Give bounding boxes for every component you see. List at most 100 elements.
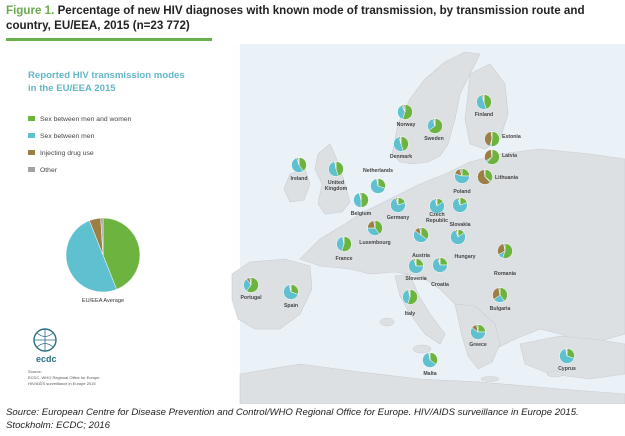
country-lithuania-slice-other (483, 169, 486, 178)
country-bulgaria-label: Bulgaria (490, 306, 511, 312)
country-norway-slice-other (402, 104, 406, 113)
country-hungary-slice-other (456, 229, 459, 238)
average-pie (65, 217, 141, 293)
country-romania-pie (497, 243, 513, 259)
country-italy-label: Italy (405, 311, 415, 317)
country-poland-pie (454, 168, 470, 184)
country-united-kingdom-label: United Kingdom (325, 180, 348, 192)
country-luxembourg-slice-other (373, 220, 376, 229)
country-estonia-slice-other (490, 131, 493, 140)
country-finland-slice-other (482, 94, 485, 103)
country-denmark-slice-sex-between-men (393, 136, 404, 152)
country-denmark-slice-sex-between-men-and-women (400, 136, 409, 152)
logo-source-line-3: HIV/AIDS surveillance in Europe 2015 (28, 381, 96, 386)
country-sweden-slice-sex-between-men-and-women (428, 118, 443, 134)
country-spain-slice-other (289, 284, 292, 293)
country-czech-republic-pie (429, 198, 445, 214)
country-ireland-pie (291, 157, 307, 173)
country-portugal-slice-sex-between-men-and-women (246, 277, 259, 293)
country-germany-slice-sex-between-men (390, 197, 406, 213)
country-poland-slice-other (459, 168, 463, 177)
logo-source-line-2: ECDC, WHO Regional Office for Europe. (28, 375, 101, 380)
country-czech-republic-slice-other (435, 198, 438, 207)
country-france-label: France (335, 256, 352, 262)
country-belgium-label: Belgium (351, 211, 372, 217)
country-sweden-label: Sweden (424, 136, 444, 142)
country-croatia-pie (432, 257, 448, 273)
eu-eea-average-slice-other (100, 217, 104, 256)
country-spain-label: Spain (284, 303, 298, 309)
country-portugal-label: Portugal (240, 295, 262, 301)
country-austria-slice-sex-between-men (413, 230, 428, 243)
logo-grid-icon (34, 329, 56, 351)
country-greece-pie (470, 324, 486, 340)
country-netherlands-label: Netherlands (363, 168, 393, 174)
land-iberia (231, 258, 313, 330)
country-netherlands-slice-other (376, 178, 379, 187)
legend: Sex between men and women Sex between men… (28, 116, 132, 174)
country-poland-slice-sex-between-men (454, 173, 470, 184)
country-cyprus-slice-sex-between-men (559, 348, 575, 364)
country-hungary-pie (450, 229, 466, 245)
country-denmark-label: Denmark (390, 154, 412, 160)
country-spain-pie (283, 284, 299, 300)
land-scandinavia (391, 51, 481, 165)
country-bulgaria-slice-sex-between-men-and-women (499, 287, 508, 302)
land (231, 51, 625, 404)
country-slovenia-pie (408, 258, 424, 274)
country-lithuania-slice-injecting-drug-use (477, 169, 491, 185)
land-north-africa (239, 363, 625, 404)
figure-title: Figure 1. Percentage of new HIV diagnose… (6, 3, 618, 33)
island-crete (480, 376, 500, 382)
country-luxembourg-slice-sex-between-men-and-women (374, 220, 383, 235)
country-poland-label: Poland (453, 189, 470, 195)
legend-label-sex-between-men: Sex between men (40, 133, 95, 140)
country-hungary-slice-sex-between-men (450, 229, 466, 245)
country-cyprus-slice-other (565, 348, 568, 357)
map-heading-line1: Reported HIV transmission modes (28, 70, 185, 81)
country-luxembourg-pie (367, 220, 383, 236)
country-croatia-slice-other (438, 257, 441, 266)
country-czech-republic-slice-sex-between-men (429, 198, 445, 214)
country-hungary-label: Hungary (454, 254, 475, 260)
island-sardinia (379, 317, 395, 327)
legend-label-other: Other (40, 167, 58, 174)
country-belgium-pie (353, 192, 369, 208)
country-netherlands-slice-sex-between-men (370, 178, 386, 194)
country-latvia-pie (484, 149, 500, 165)
country-lithuania-label: Lithuania (495, 175, 518, 181)
country-belgium-slice-other (359, 192, 362, 201)
average-label: EU/EEA Average (82, 298, 124, 304)
country-slovenia-slice-other (414, 258, 417, 267)
legend-swatch-injecting-drug-use (28, 150, 35, 155)
land-great-britain (314, 143, 351, 215)
country-germany-label: Germany (387, 215, 410, 221)
country-malta-slice-other (428, 352, 431, 361)
country-croatia-label: Croatia (431, 282, 449, 288)
country-romania-slice-other (503, 243, 506, 252)
country-italy-slice-sex-between-men (402, 289, 411, 305)
country-finland-label: Finland (475, 112, 493, 118)
country-france-slice-sex-between-men (336, 236, 345, 252)
country-slovakia-slice-sex-between-men (452, 197, 468, 213)
country-malta-pie (422, 352, 438, 368)
island-cyprus (546, 370, 564, 378)
country-portugal-slice-other (249, 277, 252, 286)
legend-swatch-other (28, 167, 35, 172)
country-germany-pie (390, 197, 406, 213)
country-denmark-slice-other (399, 136, 402, 145)
europe-map: Reported HIV transmission modes in the E… (0, 44, 625, 404)
ecdc-logo: ecdc (33, 328, 57, 364)
country-slovenia-label: Slovenia (405, 276, 426, 282)
country-estonia-pie (484, 131, 500, 147)
logo-text: ecdc (36, 354, 57, 364)
country-bulgaria-pie (492, 287, 508, 303)
country-latvia-label: Latvia (502, 153, 517, 159)
country-austria-label: Austria (412, 253, 430, 259)
country-romania-label: Romania (494, 271, 516, 277)
legend-swatch-sex-between-men-and-women (28, 116, 35, 121)
country-estonia-label: Estonia (502, 134, 521, 140)
country-cyprus-label: Cyprus (558, 366, 576, 372)
country-bulgaria-slice-other (498, 287, 501, 296)
country-belgium-slice-sex-between-men-and-women (360, 192, 369, 208)
